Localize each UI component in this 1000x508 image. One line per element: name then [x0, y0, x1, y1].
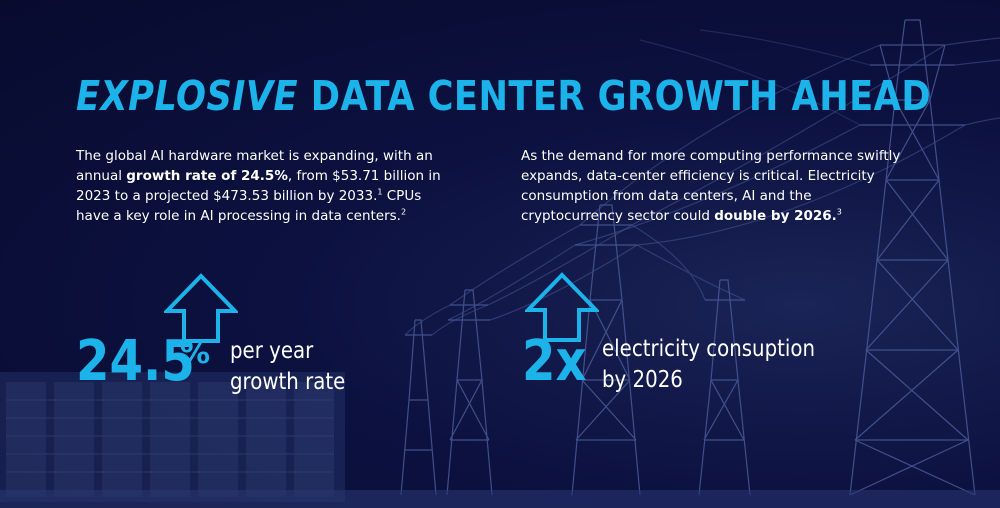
growth-rate-value: 24.5 [76, 329, 195, 394]
page-title: EXPLOSIVE DATA CENTER GROWTH AHEAD [76, 70, 931, 122]
growth-rate-label-line2: growth rate [230, 369, 346, 395]
transmission-towers-icon [400, 19, 1000, 496]
left-paragraph: The global AI hardware market is expandi… [76, 146, 456, 226]
electricity-label-line2: by 2026 [602, 367, 683, 393]
up-arrow-outline-icon [525, 272, 599, 342]
ground [0, 490, 1000, 508]
left-paragraph-text-2: , from $53.71 billion in 2023 to a proje… [76, 168, 441, 204]
footnote-ref-2: 2 [400, 207, 407, 217]
left-paragraph-bold: growth rate of 24.5% [126, 168, 288, 184]
electricity-value: 2x [522, 329, 587, 394]
server-racks-icon [0, 372, 345, 502]
left-paragraph-text-1: The global AI hardware market is expandi… [76, 148, 433, 184]
left-paragraph-text-3: CPUs have a key role in AI processing in… [76, 188, 422, 224]
right-paragraph-bold: double by 2026. [714, 208, 837, 224]
title-rest: DATA CENTER GROWTH AHEAD [298, 72, 932, 120]
footnote-ref-3: 3 [836, 207, 842, 217]
electricity-label-line1: electricity consuption [602, 336, 816, 362]
growth-rate-label-line1: per year [230, 338, 314, 364]
right-paragraph-text-1: As the demand for more computing perform… [521, 148, 901, 224]
growth-rate-unit: % [180, 336, 211, 371]
footnote-ref-1: 1 [377, 187, 383, 197]
up-arrow-outline-icon [164, 273, 238, 343]
right-paragraph: As the demand for more computing perform… [521, 146, 911, 226]
title-emphasis: EXPLOSIVE [76, 72, 299, 120]
